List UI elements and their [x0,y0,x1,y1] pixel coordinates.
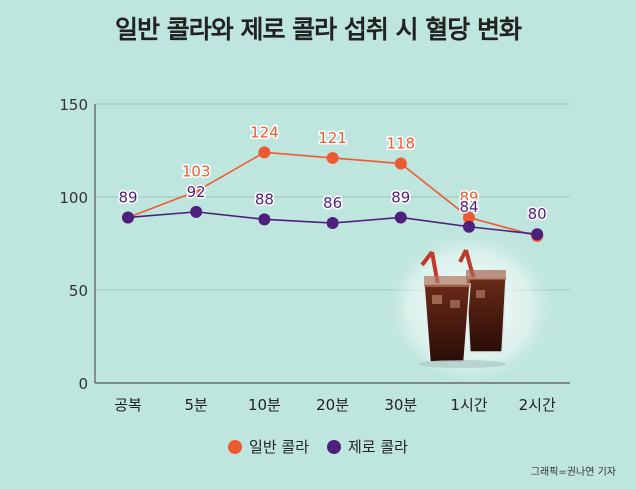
cola-glasses-illustration [382,220,558,380]
x-tick-label: 1시간 [450,396,487,414]
data-label-zero: 80 [528,205,547,223]
data-point-regular [394,157,407,170]
legend-marker-regular [228,439,243,454]
data-point-zero [531,228,544,241]
y-tick-label: 0 [78,375,88,393]
y-tick-label: 150 [59,96,88,114]
y-tick-label: 50 [69,282,88,300]
x-tick-label: 5분 [185,396,209,414]
x-tick-label: 10분 [248,396,281,414]
data-label-regular: 103 [182,162,211,180]
data-label-zero: 92 [187,183,206,201]
credit-text: 그래픽=권나연 기자 [530,467,616,478]
legend-item-regular: 일반 콜라 [228,436,309,457]
data-label-zero: 84 [459,198,478,216]
data-point-zero [258,213,271,226]
data-point-zero [394,211,407,224]
data-point-zero [122,211,134,224]
legend-marker-zero [327,439,341,454]
data-point-zero [463,220,475,233]
data-point-regular [258,146,271,159]
x-tick-label: 공복 [114,396,142,414]
legend: 일반 콜라 제로 콜라 [0,436,636,457]
data-point-regular [326,151,339,164]
data-label-regular: 124 [250,123,279,141]
data-point-zero [190,205,203,218]
data-label-regular: 121 [318,129,347,147]
data-label-zero: 86 [323,194,342,212]
data-point-zero [326,217,339,230]
data-label-zero: 89 [118,188,137,206]
data-label-zero: 88 [255,190,274,208]
legend-label-regular: 일반 콜라 [249,438,309,456]
legend-label-zero: 제로 콜라 [348,438,408,456]
data-label-regular: 89 [459,188,478,206]
data-point-regular [190,185,203,198]
y-tick-label: 100 [59,189,88,207]
data-label-regular: 118 [386,135,415,153]
legend-item-zero: 제로 콜라 [327,436,408,457]
x-tick-label: 2시간 [519,396,556,414]
x-tick-label: 30분 [384,396,417,414]
data-point-regular [463,211,475,224]
data-label-zero: 89 [391,188,410,206]
chart-title: 일반 콜라와 제로 콜라 섭취 시 혈당 변화 [115,15,522,44]
x-tick-label: 20분 [316,396,349,414]
